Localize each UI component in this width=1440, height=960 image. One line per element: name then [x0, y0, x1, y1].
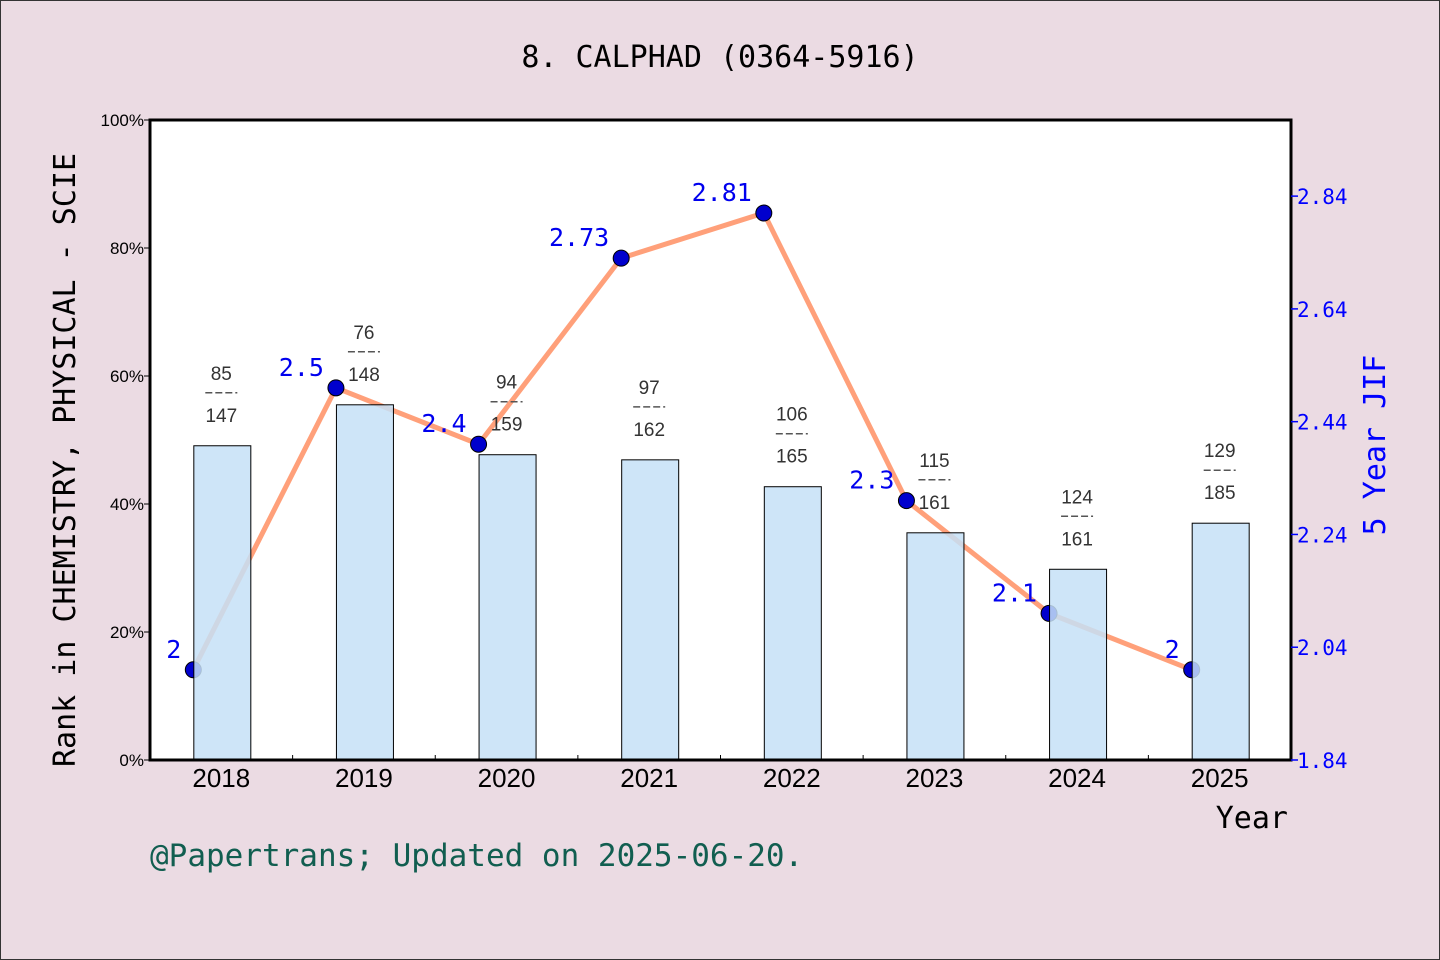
rank-label: 97	[639, 378, 660, 399]
total-label: 165	[776, 447, 808, 468]
x-tick-label: 2024	[1048, 763, 1106, 793]
jif-point	[470, 435, 488, 453]
x-tick-label: 2019	[335, 763, 393, 793]
rank-bar	[621, 459, 680, 761]
x-tick-label: 2025	[1191, 763, 1249, 793]
jif-point	[897, 492, 915, 510]
x-tick-label: 2022	[763, 763, 821, 793]
jif-point	[755, 204, 773, 222]
y-left-tick-label: 0%	[119, 751, 144, 770]
right-axis-label: 5 Year JIF	[1358, 355, 1393, 536]
axes: 2018 2019 2020 2021 2022 2023 2024 2025 0% 20% 40%…	[101, 111, 1348, 793]
rank-bars	[193, 404, 1250, 761]
rank-label: 115	[919, 451, 949, 472]
y-right-tick-label: 2.44	[1297, 411, 1348, 435]
total-label: 161	[919, 493, 951, 514]
jif-label: 2	[1165, 635, 1180, 664]
jif-line	[191, 210, 1193, 673]
y-left-tick-label: 40%	[110, 495, 144, 514]
jif-label: 2.4	[421, 409, 466, 438]
rank-bar	[335, 404, 394, 761]
x-tick-label: 2018	[192, 763, 250, 793]
jif-label: 2.1	[992, 578, 1037, 607]
total-label: 161	[1061, 529, 1093, 550]
y-right-tick-label: 2.84	[1297, 185, 1348, 209]
labels: 85 147 76 148 94 159 97 162 106 165 115 161 124 161 12…	[166, 178, 1236, 664]
x-tick-label: 2021	[620, 763, 678, 793]
y-right-tick-label: 2.24	[1297, 523, 1348, 547]
rank-label: 94	[496, 373, 518, 394]
rank-label: 129	[1204, 441, 1236, 462]
rank-label: 124	[1061, 487, 1093, 508]
y-left-tick-label: 100%	[101, 111, 144, 130]
rank-bar	[193, 445, 252, 761]
jif-label: 2	[166, 635, 181, 664]
y-left-tick-label: 80%	[110, 239, 144, 258]
rank-label: 76	[353, 323, 374, 344]
y-left-tick-label: 60%	[110, 367, 144, 386]
rank-bar	[1049, 568, 1108, 761]
jif-label: 2.5	[279, 353, 324, 382]
x-tick-label: 2020	[478, 763, 536, 793]
rank-bar	[478, 454, 537, 761]
rank-bar	[906, 532, 965, 761]
total-label: 185	[1204, 483, 1236, 504]
x-tick-label: 2023	[906, 763, 964, 793]
y-left-tick-label: 20%	[110, 623, 144, 642]
jif-label: 2.73	[549, 223, 609, 252]
jif-point	[327, 379, 345, 397]
footer-credit: @Papertrans; Updated on 2025-06-20.	[150, 838, 803, 874]
rank-label: 106	[776, 405, 808, 426]
rank-bar	[763, 486, 822, 761]
plot-area	[150, 120, 1291, 760]
y-right-tick-label: 2.64	[1297, 298, 1348, 322]
chart-title: 8. CALPHAD (0364-5916)	[521, 40, 918, 75]
jif-label: 2.3	[849, 466, 894, 495]
y-right-tick-label: 2.04	[1297, 636, 1348, 660]
total-label: 162	[633, 420, 665, 441]
rank-bar	[1191, 522, 1250, 761]
total-label: 159	[491, 415, 523, 436]
left-axis-label: Rank in CHEMISTRY, PHYSICAL - SCIE	[48, 153, 83, 767]
x-axis-label: Year	[1216, 801, 1288, 836]
jif-label: 2.81	[692, 178, 752, 207]
rank-label: 85	[211, 364, 232, 385]
y-right-tick-label: 1.84	[1297, 749, 1348, 773]
jif-point	[612, 249, 630, 267]
total-label: 148	[348, 365, 380, 386]
total-label: 147	[205, 406, 237, 427]
